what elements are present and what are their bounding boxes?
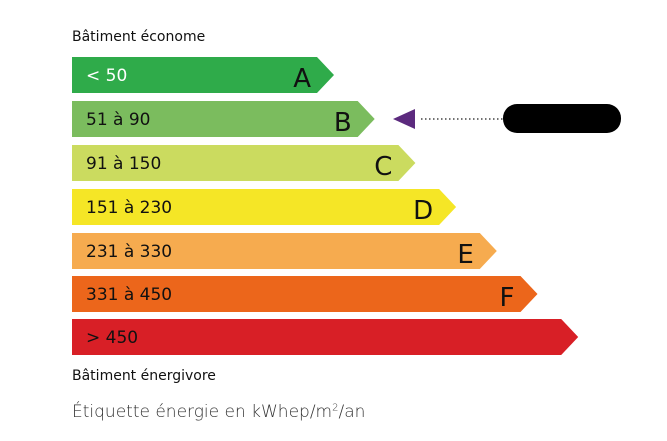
caption-suffix: /an <box>338 402 366 422</box>
bottom-label: Bâtiment énergivore <box>72 368 216 384</box>
indicator-arrow-icon <box>393 109 415 129</box>
caption-sup: 2 <box>332 402 339 414</box>
class-range: > 450 <box>86 328 138 348</box>
class-letter: F <box>500 283 515 313</box>
caption: Étiquette énergie en kWhep/m2/an <box>72 402 365 422</box>
class-range: 51 à 90 <box>86 110 151 130</box>
class-bar-g <box>72 319 579 355</box>
caption-prefix: Étiquette énergie en kWhep/m <box>72 402 333 422</box>
class-letter: C <box>374 152 392 182</box>
class-bar-f <box>72 276 538 312</box>
class-letter: B <box>334 108 352 138</box>
class-letter: A <box>293 64 311 94</box>
class-range: 151 à 230 <box>86 198 172 218</box>
class-letter: E <box>457 240 473 270</box>
top-label: Bâtiment économe <box>72 29 206 45</box>
class-range: 91 à 150 <box>86 154 161 174</box>
class-bar-b <box>72 101 375 137</box>
class-range: < 50 <box>86 66 127 86</box>
class-bar-d <box>72 189 457 225</box>
class-bar-c <box>72 145 416 181</box>
class-range: 231 à 330 <box>86 242 172 262</box>
class-bar-a <box>72 57 334 93</box>
class-letter: D <box>413 196 433 226</box>
class-range: 331 à 450 <box>86 285 172 305</box>
redacted-value <box>503 104 621 133</box>
class-bar-e <box>72 233 497 269</box>
